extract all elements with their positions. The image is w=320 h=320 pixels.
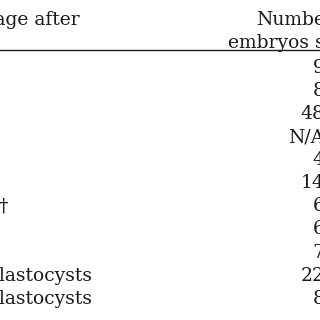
Text: 8: 8 — [313, 82, 320, 100]
Text: Numbe: Numbe — [256, 11, 320, 29]
Text: 7: 7 — [313, 244, 320, 261]
Text: N/A: N/A — [289, 128, 320, 146]
Text: 4: 4 — [313, 151, 320, 169]
Text: b†: b† — [0, 197, 9, 215]
Text: tage after: tage after — [0, 11, 80, 29]
Text: 14: 14 — [301, 174, 320, 192]
Text: blastocysts: blastocysts — [0, 290, 92, 308]
Text: 9: 9 — [313, 59, 320, 77]
Text: 8: 8 — [313, 290, 320, 308]
Text: 6: 6 — [313, 197, 320, 215]
Text: 6: 6 — [313, 220, 320, 238]
Text: 22: 22 — [301, 267, 320, 284]
Text: blastocysts: blastocysts — [0, 267, 92, 284]
Text: 48: 48 — [301, 105, 320, 123]
Text: embryos s: embryos s — [228, 34, 320, 52]
